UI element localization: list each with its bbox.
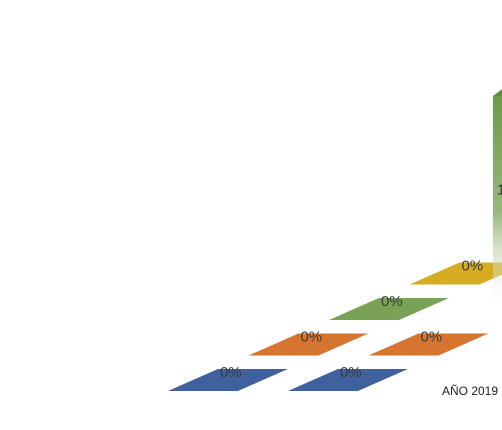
tile-a-o-2019-col-1 xyxy=(168,368,288,391)
value-label-a-o-2020-col-2: 0% xyxy=(420,328,442,345)
value-label-a-o-2019-col-2: 0% xyxy=(340,364,362,381)
value-label-a-o-2020-col-1: 0% xyxy=(300,328,322,345)
row-label-a-o-2019: AÑO 2019 xyxy=(442,384,498,398)
bar-a-o-2021-col-2 xyxy=(492,95,502,306)
value-label-a-o-2021-col-2: 100% xyxy=(497,182,502,199)
value-label-a-o-2022-col-1: 0% xyxy=(461,257,483,274)
tile-a-o-2020-col-2 xyxy=(368,333,489,356)
bar-top-a-o-2021-col-2 xyxy=(492,89,502,96)
value-label-a-o-2019-col-1: 0% xyxy=(220,364,242,381)
tile-a-o-2022-col-1 xyxy=(409,262,502,285)
tile-a-o-2020-col-1 xyxy=(248,333,369,356)
value-labels: 100%0%0%0%0%100%0%0%0%0% xyxy=(220,182,502,381)
zero-value-tiles xyxy=(168,262,502,391)
row-labels: AÑO 2023AÑO 2022AÑO 2021AÑO 2020AÑO 2019 xyxy=(442,384,498,398)
bars xyxy=(492,89,502,306)
tile-a-o-2021-col-1 xyxy=(329,297,449,320)
tile-a-o-2019-col-2 xyxy=(288,368,408,391)
value-label-a-o-2021-col-1: 0% xyxy=(381,293,403,310)
